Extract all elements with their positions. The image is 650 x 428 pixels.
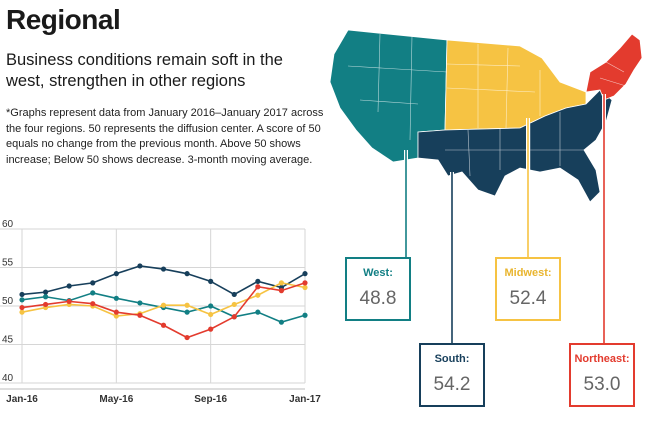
page-subtitle: Business conditions remain soft in the w…: [6, 51, 283, 90]
data-point: [137, 300, 143, 306]
map-region-northeast: [585, 33, 643, 101]
region-label: West:: [363, 267, 393, 279]
y-tick-label: 40: [2, 373, 14, 384]
line-chart: 40 45 50 55 60 Jan-16 May-16 Sep-16 Jan-17: [0, 219, 321, 405]
data-point: [160, 266, 167, 272]
data-point: [302, 312, 308, 318]
data-point: [113, 295, 119, 301]
region-boxes: West: 48.8 South: 54.2 Midwest: 52.4 Northeast…: [345, 257, 635, 407]
region-box-border: [569, 343, 635, 407]
data-point: [278, 288, 285, 294]
y-tick-label: 60: [2, 219, 14, 230]
series-south: [19, 263, 308, 298]
data-point: [160, 302, 167, 308]
data-point: [255, 284, 261, 290]
series-northeast: [19, 280, 308, 341]
x-tick-label: Sep-16: [194, 394, 227, 405]
data-point: [19, 304, 25, 311]
data-point: [66, 298, 72, 304]
connector-lines: [404, 94, 606, 344]
x-tick-label: Jan-16: [6, 394, 38, 405]
series-line: [21, 282, 306, 339]
y-tick-label: 45: [2, 335, 14, 346]
us-map: [329, 29, 643, 203]
data-point: [19, 297, 25, 303]
data-point: [113, 271, 119, 277]
region-box-south: South: 54.2: [419, 343, 485, 407]
data-point: [278, 280, 285, 286]
page-title: Regional: [6, 4, 121, 35]
x-tick-label: Jan-17: [289, 394, 321, 405]
region-value: 54.2: [434, 374, 471, 395]
data-point: [42, 294, 49, 300]
data-point: [19, 309, 25, 315]
data-point: [90, 280, 96, 286]
y-tick-label: 55: [2, 258, 14, 269]
data-point: [160, 322, 167, 328]
chart-note: *Graphs represent data from January 2016…: [6, 107, 324, 166]
region-label: Northeast:: [574, 353, 629, 365]
data-point: [66, 283, 72, 289]
region-label: Midwest:: [504, 267, 551, 279]
data-point: [42, 289, 49, 295]
series-midwest: [19, 280, 308, 319]
data-point: [208, 278, 214, 284]
data-point: [255, 292, 261, 298]
data-point: [184, 302, 190, 308]
data-point: [302, 271, 308, 277]
x-axis-ticks: Jan-16 May-16 Sep-16 Jan-17: [6, 394, 321, 405]
data-point: [137, 263, 143, 269]
data-point: [208, 303, 214, 309]
region-value: 48.8: [360, 288, 397, 309]
y-axis-ticks: 40 45 50 55 60: [2, 219, 14, 384]
region-value: 53.0: [584, 374, 621, 395]
x-tick-label: May-16: [99, 394, 133, 405]
data-point: [19, 291, 25, 298]
chart-grid: [0, 228, 306, 390]
data-point: [231, 301, 237, 308]
region-box-northeast: Northeast: 53.0: [569, 343, 635, 407]
data-point: [90, 301, 96, 307]
data-point: [302, 284, 308, 291]
data-point: [231, 291, 237, 298]
region-box-border: [345, 257, 411, 321]
region-box-west: West: 48.8: [345, 257, 411, 321]
region-value: 52.4: [510, 288, 547, 309]
data-point: [208, 326, 214, 332]
region-box-border: [419, 343, 485, 407]
data-point: [302, 280, 308, 286]
data-point: [113, 309, 119, 315]
region-label: South:: [435, 353, 470, 365]
data-point: [184, 271, 190, 277]
map-state-borders: [347, 33, 627, 177]
data-point: [231, 314, 237, 320]
y-tick-label: 50: [2, 296, 14, 307]
data-point: [255, 278, 261, 284]
region-box-midwest: Midwest: 52.4: [495, 257, 561, 321]
data-point: [184, 309, 190, 315]
data-point: [278, 319, 285, 325]
data-point: [208, 311, 214, 318]
data-point: [90, 290, 96, 296]
data-point: [184, 334, 190, 341]
data-point: [255, 309, 261, 315]
data-point: [42, 301, 49, 308]
chart-series: [19, 263, 308, 341]
data-point: [113, 313, 119, 319]
region-box-border: [495, 257, 561, 321]
data-point: [137, 312, 143, 318]
